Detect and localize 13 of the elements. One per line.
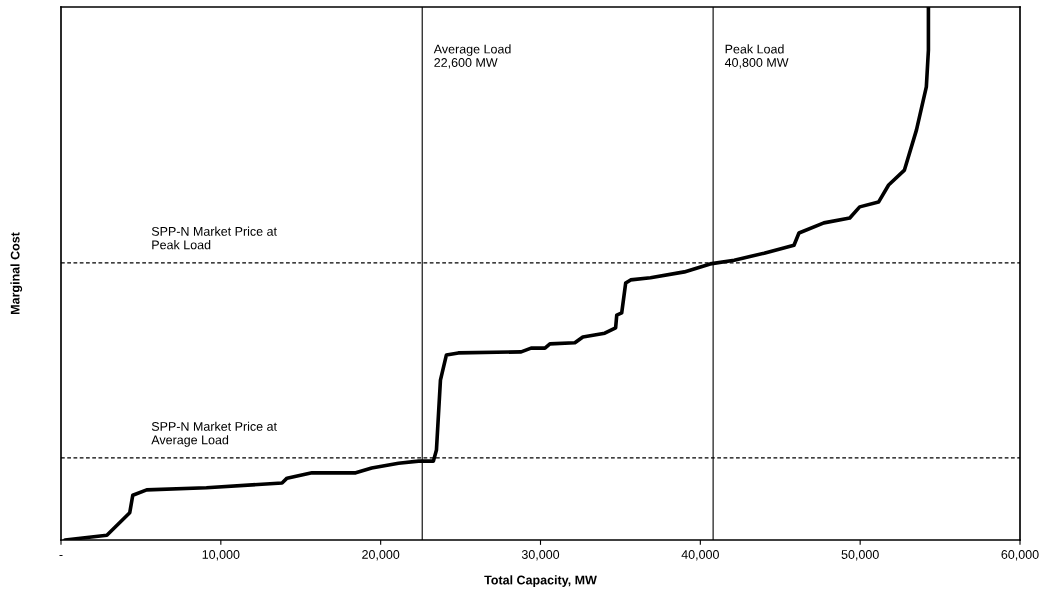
ref-line-label: Average Load 22,600 MW: [433, 44, 511, 69]
ref-line-label: Peak Load 40,800 MW: [724, 44, 789, 69]
x-tick-label: 20,000: [362, 550, 400, 561]
x-tick-label: 60,000: [1001, 550, 1039, 561]
x-tick-label: 10,000: [202, 550, 240, 561]
x-axis-title: Total Capacity, MW: [484, 575, 597, 587]
x-tick-label: -: [59, 554, 63, 556]
x-tick-label: 40,000: [681, 550, 719, 561]
x-tick-label: 50,000: [841, 550, 879, 561]
x-tick-label: 30,000: [521, 550, 560, 561]
ref-line-label: SPP-N Market Price at Average Load: [151, 421, 277, 447]
ref-line-label: SPP-N Market Price at Peak Load: [151, 226, 277, 250]
y-axis-title: Marginal Cost: [10, 232, 23, 314]
